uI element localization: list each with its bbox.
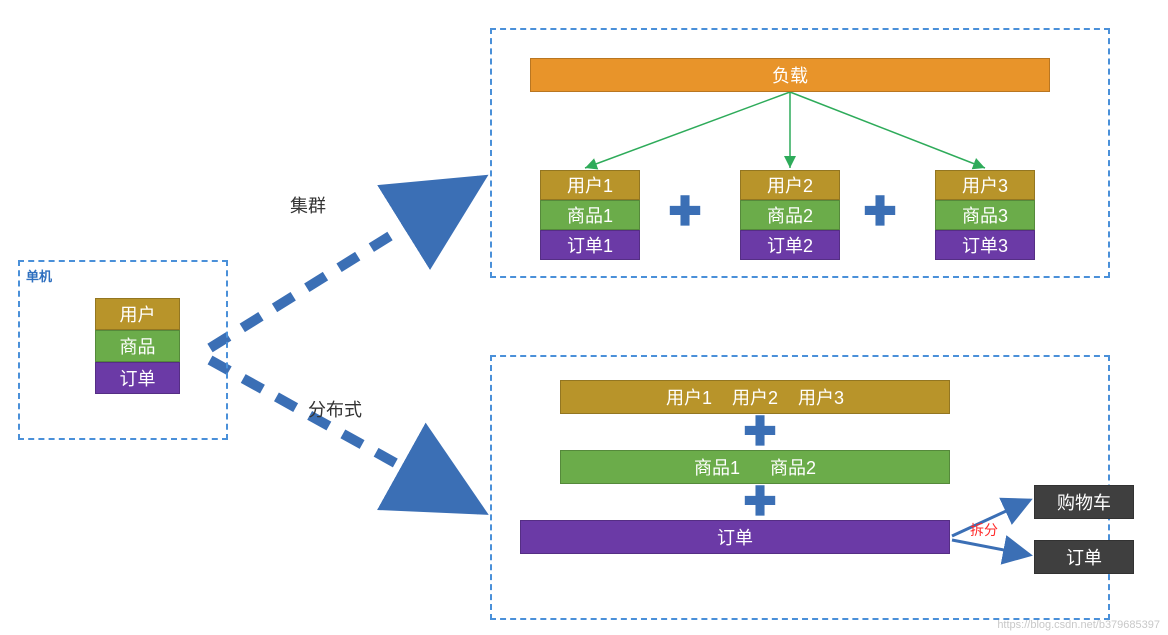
cluster-node-order: 订单3 bbox=[935, 230, 1035, 260]
split-order-box: 订单 bbox=[1034, 540, 1134, 574]
dist-order-box: 订单 bbox=[520, 520, 950, 554]
arrow-to-cluster bbox=[210, 180, 480, 348]
split-label: 拆分 bbox=[970, 520, 998, 540]
cluster-node-order: 订单2 bbox=[740, 230, 840, 260]
cluster-node-product: 商品3 bbox=[935, 200, 1035, 230]
cluster-node-product: 商品1 bbox=[540, 200, 640, 230]
single-product-box: 商品 bbox=[95, 330, 180, 362]
plus-icon: ✚ bbox=[665, 192, 705, 232]
plus-icon: ✚ bbox=[740, 414, 780, 450]
cluster-node-order: 订单1 bbox=[540, 230, 640, 260]
cluster-node-user: 用户1 bbox=[540, 170, 640, 200]
plus-icon: ✚ bbox=[860, 192, 900, 232]
plus-icon: ✚ bbox=[740, 484, 780, 520]
load-balancer-box: 负载 bbox=[530, 58, 1050, 92]
cart-box: 购物车 bbox=[1034, 485, 1134, 519]
cluster-node-user: 用户2 bbox=[740, 170, 840, 200]
single-order-box: 订单 bbox=[95, 362, 180, 394]
arrow-to-distributed bbox=[210, 360, 480, 510]
watermark: https://blog.csdn.net/b379685397 bbox=[997, 619, 1160, 631]
single-title: 单机 bbox=[26, 266, 52, 285]
distributed-label: 分布式 bbox=[308, 396, 362, 422]
cluster-node-product: 商品2 bbox=[740, 200, 840, 230]
cluster-label: 集群 bbox=[290, 192, 326, 218]
single-user-box: 用户 bbox=[95, 298, 180, 330]
cluster-node-user: 用户3 bbox=[935, 170, 1035, 200]
